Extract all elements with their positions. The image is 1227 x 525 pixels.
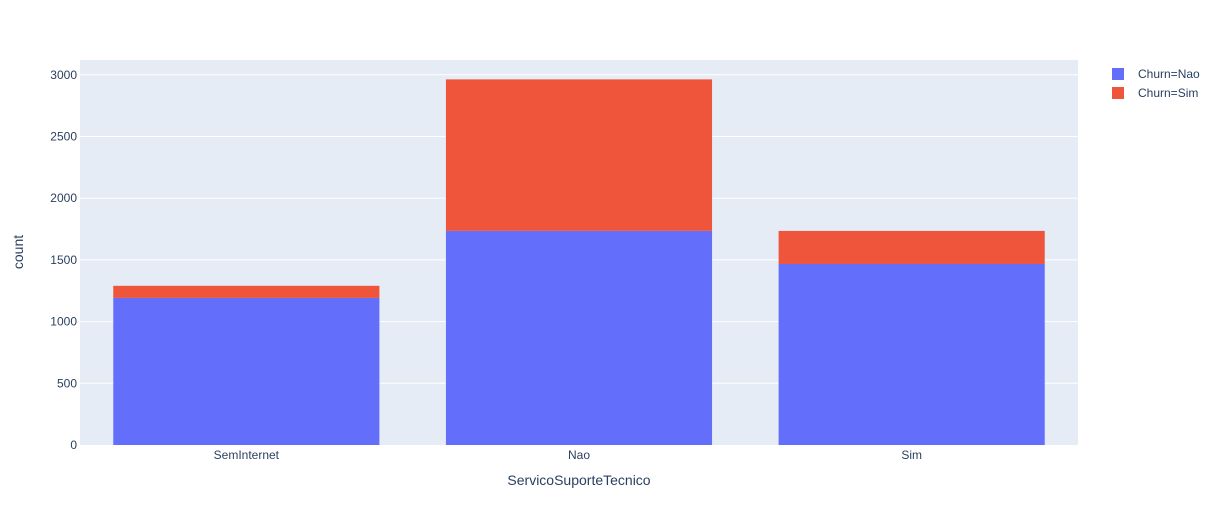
bar-churn-nao[interactable] xyxy=(113,297,380,445)
bars xyxy=(113,79,1045,445)
x-axis-title: ServicoSuporteTecnico xyxy=(507,472,650,488)
legend: Churn=Nao Churn=Sim xyxy=(1112,67,1200,100)
bar-churn-sim[interactable] xyxy=(113,285,380,298)
legend-label[interactable]: Churn=Nao xyxy=(1138,67,1200,81)
y-tick-label: 2500 xyxy=(50,130,77,144)
y-tick-label: 0 xyxy=(70,438,77,452)
y-tick-label: 1000 xyxy=(50,315,77,329)
bar-churn-nao[interactable] xyxy=(445,230,713,445)
y-tick-label: 1500 xyxy=(50,253,77,267)
legend-swatch[interactable] xyxy=(1112,87,1124,99)
bar-churn-sim[interactable] xyxy=(778,230,1045,264)
legend-label[interactable]: Churn=Sim xyxy=(1138,86,1198,100)
y-tick-label: 3000 xyxy=(50,68,77,82)
legend-swatch[interactable] xyxy=(1112,68,1124,80)
x-axis-ticks: SemInternet Nao Sim xyxy=(214,448,922,462)
y-tick-label: 2000 xyxy=(50,191,77,205)
y-axis-ticks: 0 500 1000 1500 2000 2500 3000 xyxy=(50,68,77,452)
x-tick-label: SemInternet xyxy=(214,448,280,462)
x-tick-label: Nao xyxy=(568,448,590,462)
y-tick-label: 500 xyxy=(57,376,77,390)
y-axis-title: count xyxy=(10,235,26,269)
x-tick-label: Sim xyxy=(901,448,922,462)
bar-churn-nao[interactable] xyxy=(778,263,1045,445)
bar-churn-sim[interactable] xyxy=(445,79,713,231)
